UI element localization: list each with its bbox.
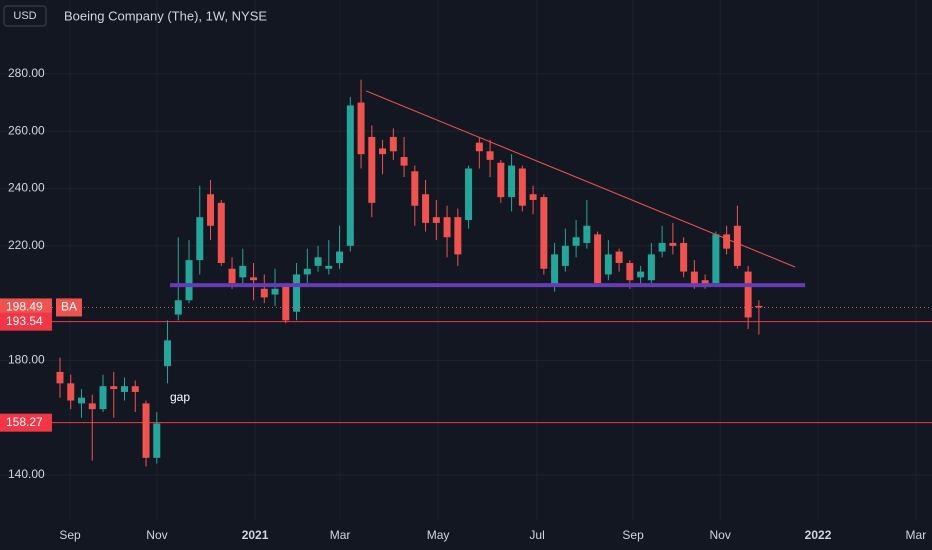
- candle-body: [368, 136, 376, 203]
- candle-body: [164, 340, 172, 367]
- candle-body: [422, 194, 430, 223]
- candle-body: [572, 237, 580, 246]
- candle-body: [110, 386, 118, 390]
- candle-body: [658, 242, 666, 252]
- candle-body: [411, 171, 419, 206]
- candle-body: [260, 288, 268, 298]
- candle-body: [121, 386, 129, 392]
- trendline: [365, 90, 796, 268]
- candle-body: [594, 234, 602, 284]
- symbol-box: [56, 298, 82, 317]
- candle-body: [615, 251, 623, 264]
- candle-body: [196, 217, 204, 261]
- x-tick-label: Mar: [330, 528, 351, 542]
- candle-body: [379, 148, 387, 155]
- candle-body: [561, 245, 569, 266]
- candle-body: [626, 263, 634, 281]
- candle-body: [78, 397, 86, 404]
- candle-body: [56, 371, 64, 384]
- candle-body: [733, 225, 741, 266]
- candle-body: [529, 194, 537, 200]
- level-label: 158.27: [6, 415, 43, 429]
- candle-body: [583, 225, 591, 243]
- candle-body: [99, 386, 107, 410]
- candle-body: [282, 285, 290, 321]
- x-tick-label: Mar: [906, 528, 927, 542]
- candle-body: [443, 217, 451, 238]
- last-price-label: 198.49: [6, 300, 43, 314]
- y-tick-label: 180.00: [8, 353, 45, 367]
- y-tick-label: 240.00: [8, 181, 45, 195]
- candle-body: [389, 136, 397, 152]
- candle-body: [314, 257, 322, 266]
- level-label: 193.54: [6, 314, 43, 328]
- candle-body: [174, 300, 182, 315]
- candle-body: [142, 403, 150, 458]
- candle-body: [701, 280, 709, 286]
- candle-body: [712, 234, 720, 284]
- candle-body: [228, 268, 236, 284]
- candle-body: [486, 151, 494, 160]
- candle-body: [508, 165, 516, 198]
- candle-body: [131, 386, 139, 392]
- annotation: gap: [170, 390, 190, 404]
- candle-body: [271, 288, 279, 295]
- currency-box[interactable]: [3, 5, 47, 27]
- last-price-box: [0, 298, 52, 317]
- grid: [0, 0, 932, 520]
- candle-body: [207, 194, 215, 226]
- candle-body: [518, 168, 526, 206]
- candle-body: [346, 105, 354, 246]
- currency[interactable]: USD: [13, 10, 36, 22]
- x-tick-label: Nov: [146, 528, 167, 542]
- candle-body: [475, 142, 483, 152]
- candle-body: [690, 271, 698, 286]
- candle-body: [88, 403, 96, 410]
- candle-body: [497, 162, 505, 198]
- y-tick-label: 260.00: [8, 123, 45, 137]
- candle-body: [67, 383, 75, 401]
- candle-body: [153, 423, 161, 458]
- x-tick-label: 2021: [242, 528, 269, 542]
- candle-body: [669, 242, 677, 246]
- candle-body: [293, 274, 301, 312]
- candle-body: [647, 254, 655, 281]
- level-label-box: [0, 413, 52, 432]
- candle-body: [325, 265, 333, 269]
- level-label-box: [0, 312, 52, 331]
- candle-body: [744, 271, 752, 318]
- y-tick-label: 280.00: [8, 66, 45, 80]
- candle-body: [465, 168, 473, 221]
- candle-body: [185, 260, 193, 301]
- candle-body: [432, 217, 440, 223]
- candle-body: [540, 197, 548, 269]
- x-tick-label: Nov: [710, 528, 731, 542]
- chart-title: Boeing Company (The), 1W, NYSE: [64, 8, 267, 23]
- candle-body: [551, 254, 559, 286]
- symbol-label: BA: [61, 300, 77, 314]
- x-tick-label: Sep: [622, 528, 644, 542]
- candle-body: [239, 265, 247, 278]
- candle-body: [723, 234, 731, 249]
- candle-body: [217, 202, 225, 264]
- candle-body: [454, 217, 462, 255]
- candle-body: [755, 305, 763, 308]
- x-tick-label: Sep: [59, 528, 81, 542]
- x-tick-label: Jul: [529, 528, 544, 542]
- candle-body: [336, 251, 344, 264]
- candle-body: [680, 242, 688, 272]
- y-tick-label: 220.00: [8, 238, 45, 252]
- y-tick-label: 140.00: [8, 467, 45, 481]
- candle-body: [604, 254, 612, 275]
- candle-body: [400, 157, 408, 166]
- x-tick-label: 2022: [805, 528, 832, 542]
- candle-body: [250, 277, 258, 281]
- x-tick-label: May: [427, 528, 450, 542]
- candle-body: [357, 102, 365, 155]
- candle-body: [637, 271, 645, 278]
- candle-body: [303, 268, 311, 275]
